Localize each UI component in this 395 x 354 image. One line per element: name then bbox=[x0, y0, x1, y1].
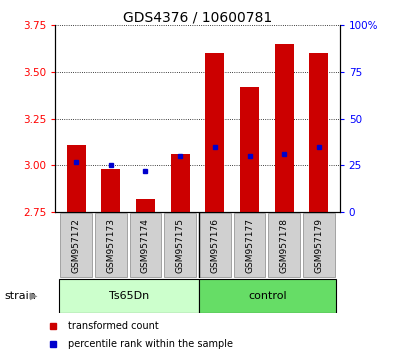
Bar bbox=[136, 199, 155, 212]
Bar bbox=[101, 169, 120, 212]
Text: percentile rank within the sample: percentile rank within the sample bbox=[68, 339, 233, 349]
Bar bbox=[199, 279, 336, 313]
Text: GSM957173: GSM957173 bbox=[106, 218, 115, 273]
Bar bbox=[275, 44, 294, 212]
Text: ▶: ▶ bbox=[30, 291, 37, 301]
Bar bbox=[67, 145, 86, 212]
Text: control: control bbox=[248, 291, 287, 301]
Text: GSM957179: GSM957179 bbox=[314, 218, 324, 273]
Bar bbox=[205, 53, 224, 212]
Text: strain: strain bbox=[4, 291, 36, 301]
Text: GDS4376 / 10600781: GDS4376 / 10600781 bbox=[123, 11, 272, 25]
Text: GSM957176: GSM957176 bbox=[211, 218, 219, 273]
Bar bbox=[171, 154, 190, 212]
Bar bbox=[59, 279, 199, 313]
Bar bbox=[95, 213, 127, 277]
Text: GSM957172: GSM957172 bbox=[71, 218, 81, 273]
Text: GSM957178: GSM957178 bbox=[280, 218, 289, 273]
Bar bbox=[233, 213, 265, 277]
Text: GSM957177: GSM957177 bbox=[245, 218, 254, 273]
Bar bbox=[60, 213, 92, 277]
Bar bbox=[130, 213, 162, 277]
Text: GSM957175: GSM957175 bbox=[176, 218, 184, 273]
Text: transformed count: transformed count bbox=[68, 321, 159, 331]
Bar bbox=[268, 213, 300, 277]
Bar bbox=[240, 87, 259, 212]
Bar bbox=[199, 213, 231, 277]
Bar bbox=[164, 213, 196, 277]
Text: GSM957174: GSM957174 bbox=[141, 218, 150, 273]
Text: Ts65Dn: Ts65Dn bbox=[109, 291, 149, 301]
Bar bbox=[303, 213, 335, 277]
Bar bbox=[309, 53, 328, 212]
